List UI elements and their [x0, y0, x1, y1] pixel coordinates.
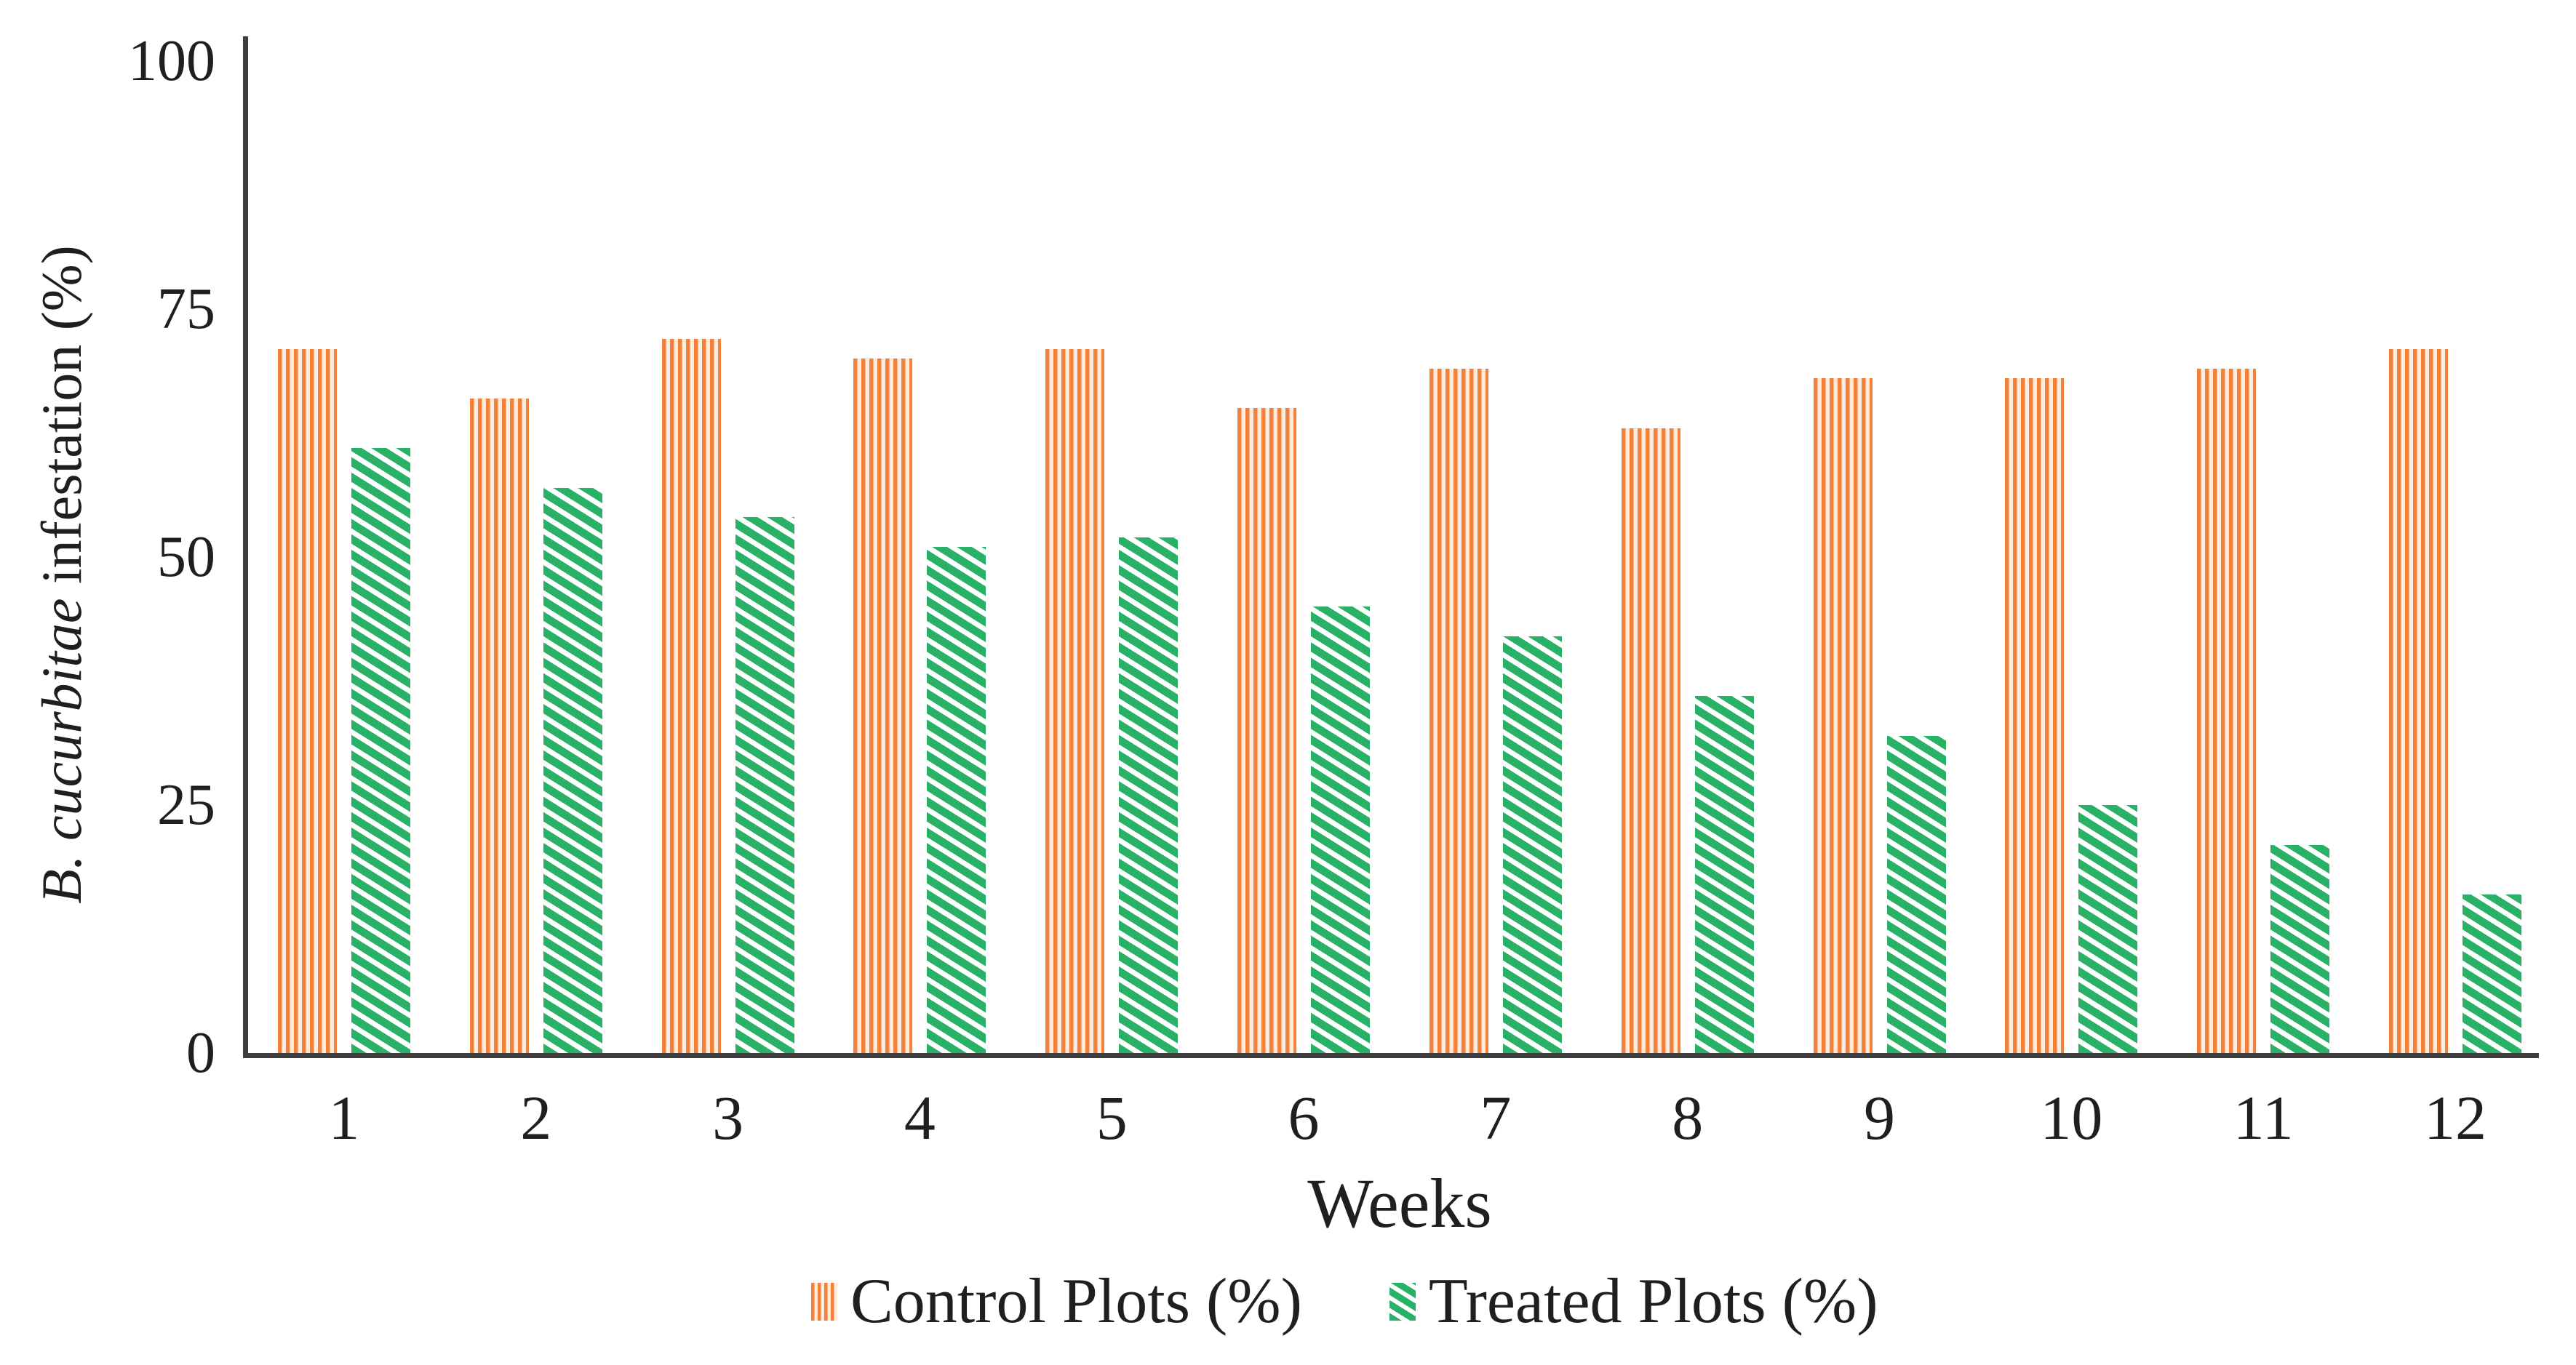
- treated-bar-week-8: [1694, 695, 1754, 1053]
- x-tick-label-8: 8: [1672, 1083, 1704, 1153]
- control-swatch-icon: [811, 1283, 837, 1321]
- y-tick-label-25: 25: [157, 773, 215, 837]
- bar-group-week-5: 5: [1016, 61, 1208, 1149]
- treated-bar-week-6: [1311, 607, 1371, 1053]
- treated-swatch-icon: [1389, 1283, 1416, 1321]
- treated-bar-week-9: [1886, 735, 1946, 1053]
- x-tick-label-5: 5: [1096, 1083, 1128, 1153]
- plot-area: 100 75 50 25 0 1 2 3 4 5 6 7 8 9 10 11 12: [128, 32, 2551, 1149]
- bar-group-week-7: 7: [1400, 61, 1592, 1149]
- treated-bar-week-1: [351, 447, 410, 1053]
- bar-group-week-6: 6: [1208, 61, 1400, 1149]
- treated-bar-week-4: [927, 547, 986, 1053]
- control-bar-week-2: [469, 398, 529, 1053]
- x-tick-label-6: 6: [1288, 1083, 1320, 1153]
- control-bar-week-9: [1813, 378, 1873, 1053]
- control-bar-week-12: [2389, 348, 2449, 1053]
- y-tick-label-0: 0: [186, 1021, 215, 1085]
- bar-group-week-8: 8: [1592, 61, 1784, 1149]
- control-bar-week-7: [1429, 368, 1488, 1053]
- x-tick-label-10: 10: [2040, 1083, 2103, 1153]
- bar-group-week-2: 2: [440, 61, 632, 1149]
- y-tick-label-75: 75: [157, 277, 215, 341]
- x-tick-label-9: 9: [1864, 1083, 1896, 1153]
- x-axis-title: Weeks: [1307, 1164, 1492, 1242]
- treated-bar-week-5: [1119, 537, 1179, 1053]
- treated-bar-week-7: [1502, 636, 1562, 1053]
- control-bar-week-1: [277, 348, 337, 1053]
- bar-groups: 1 2 3 4 5 6 7 8 9 10 11 12: [248, 61, 2551, 1149]
- legend-label-control: Control Plots (%): [850, 1266, 1302, 1337]
- bar-group-week-12: 12: [2359, 61, 2551, 1149]
- control-bar-week-5: [1045, 348, 1105, 1053]
- control-bar-week-4: [853, 359, 913, 1053]
- bar-group-week-3: 3: [632, 61, 824, 1149]
- bar-group-week-1: 1: [248, 61, 440, 1149]
- control-bar-week-11: [2197, 368, 2257, 1053]
- legend-item-control: Control Plots (%): [811, 1270, 1302, 1334]
- legend: Control Plots (%) Treated Plots (%): [811, 1270, 1878, 1334]
- x-tick-label-3: 3: [712, 1083, 744, 1153]
- y-axis-title-species: B. cucurbitae: [30, 598, 93, 904]
- y-tick-label-50: 50: [157, 525, 215, 589]
- y-tick-label-100: 100: [128, 29, 215, 93]
- control-bar-week-10: [2005, 378, 2065, 1053]
- x-axis-line: [243, 1053, 2539, 1058]
- control-bar-week-6: [1237, 408, 1297, 1053]
- treated-bar-week-11: [2270, 844, 2330, 1053]
- treated-bar-week-2: [543, 487, 602, 1053]
- x-tick-label-4: 4: [904, 1083, 936, 1153]
- x-tick-label-2: 2: [520, 1083, 552, 1153]
- bar-group-week-10: 10: [1975, 61, 2167, 1149]
- legend-label-treated: Treated Plots (%): [1428, 1266, 1878, 1337]
- treated-bar-week-10: [2078, 805, 2138, 1053]
- legend-item-treated: Treated Plots (%): [1389, 1270, 1878, 1334]
- x-tick-label-12: 12: [2424, 1083, 2487, 1153]
- x-tick-label-7: 7: [1480, 1083, 1512, 1153]
- x-tick-label-11: 11: [2233, 1083, 2294, 1153]
- y-axis-line: [243, 36, 248, 1058]
- treated-bar-week-3: [735, 517, 794, 1053]
- bar-group-week-9: 9: [1784, 61, 1976, 1149]
- control-bar-week-8: [1621, 428, 1680, 1053]
- treated-bar-week-12: [2463, 894, 2522, 1053]
- x-tick-label-1: 1: [328, 1083, 360, 1153]
- control-bar-week-3: [661, 338, 721, 1053]
- bar-group-week-4: 4: [824, 61, 1016, 1149]
- bar-group-week-11: 11: [2167, 61, 2359, 1149]
